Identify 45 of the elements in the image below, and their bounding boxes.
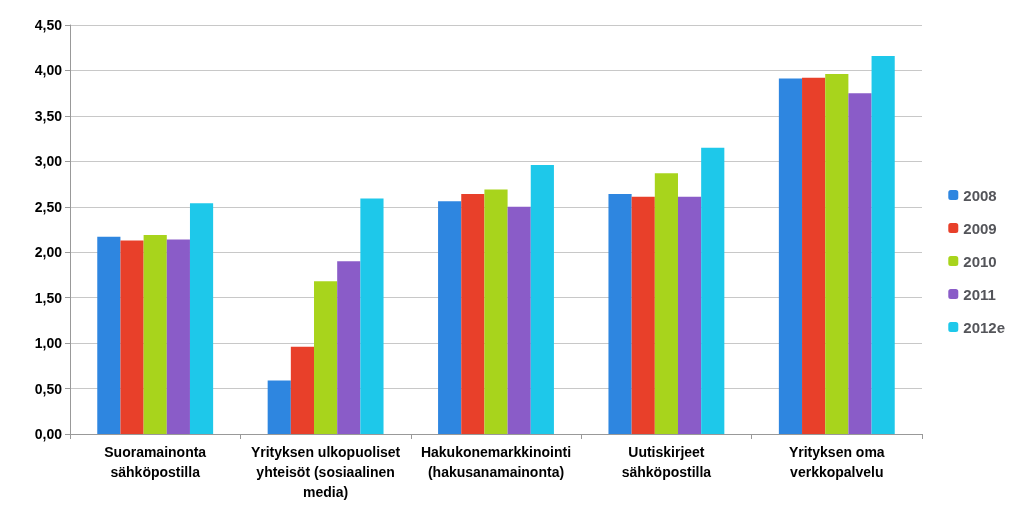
bar: [484, 189, 508, 434]
legend-label: 2012e: [963, 318, 1006, 336]
bar: [337, 261, 361, 434]
legend-label: 2011: [963, 285, 996, 303]
bar: [530, 164, 554, 434]
x-tick-label: Uutiskirjeet sähköpostilla: [621, 444, 712, 480]
y-tick-label: 2,00: [34, 244, 63, 261]
bar: [360, 198, 384, 434]
bar: [825, 74, 849, 434]
bar: [314, 281, 338, 434]
bar: [654, 173, 678, 434]
bar: [461, 194, 485, 434]
bar: [701, 147, 725, 434]
bar: [267, 380, 291, 434]
bar: [143, 234, 167, 434]
bar: [802, 77, 826, 434]
y-tick-label: 1,50: [34, 289, 63, 306]
bar: [778, 78, 803, 434]
legend-label: 2009: [963, 219, 997, 237]
bar: [507, 206, 531, 434]
legend-label: 2010: [963, 252, 997, 270]
x-tick-label: Hakukonemarkkinointi (hakusanamainonta): [420, 444, 572, 480]
y-tick-label: 1,00: [34, 335, 63, 352]
bar: [438, 201, 462, 434]
y-tick-label: 4,00: [34, 62, 63, 79]
bar: [871, 55, 895, 434]
bar: [677, 196, 702, 434]
x-tick-label: Yrityksen oma verkkopalvelu: [788, 444, 885, 480]
y-tick-label: 3,00: [34, 153, 63, 170]
legend-label: 2008: [963, 186, 997, 204]
bar: [848, 93, 872, 434]
y-tick-label: 4,50: [34, 17, 63, 33]
y-tick-label: 0,50: [34, 380, 63, 397]
bar: [631, 196, 655, 434]
bar: [290, 346, 315, 434]
x-tick-label: Suoramainonta sähköpostilla: [104, 444, 207, 480]
bar: [189, 203, 214, 434]
bar: [120, 240, 144, 434]
y-tick-label: 3,50: [34, 107, 63, 124]
bar: [608, 194, 632, 434]
y-tick-label: 2,50: [34, 198, 63, 215]
bar: [166, 239, 190, 434]
x-tick-label: Yrityksen ulkopuoliset yhteisöt (sosiaalinen media): [250, 444, 401, 500]
y-tick-label: 0,00: [34, 426, 63, 442]
bar: [97, 236, 121, 434]
